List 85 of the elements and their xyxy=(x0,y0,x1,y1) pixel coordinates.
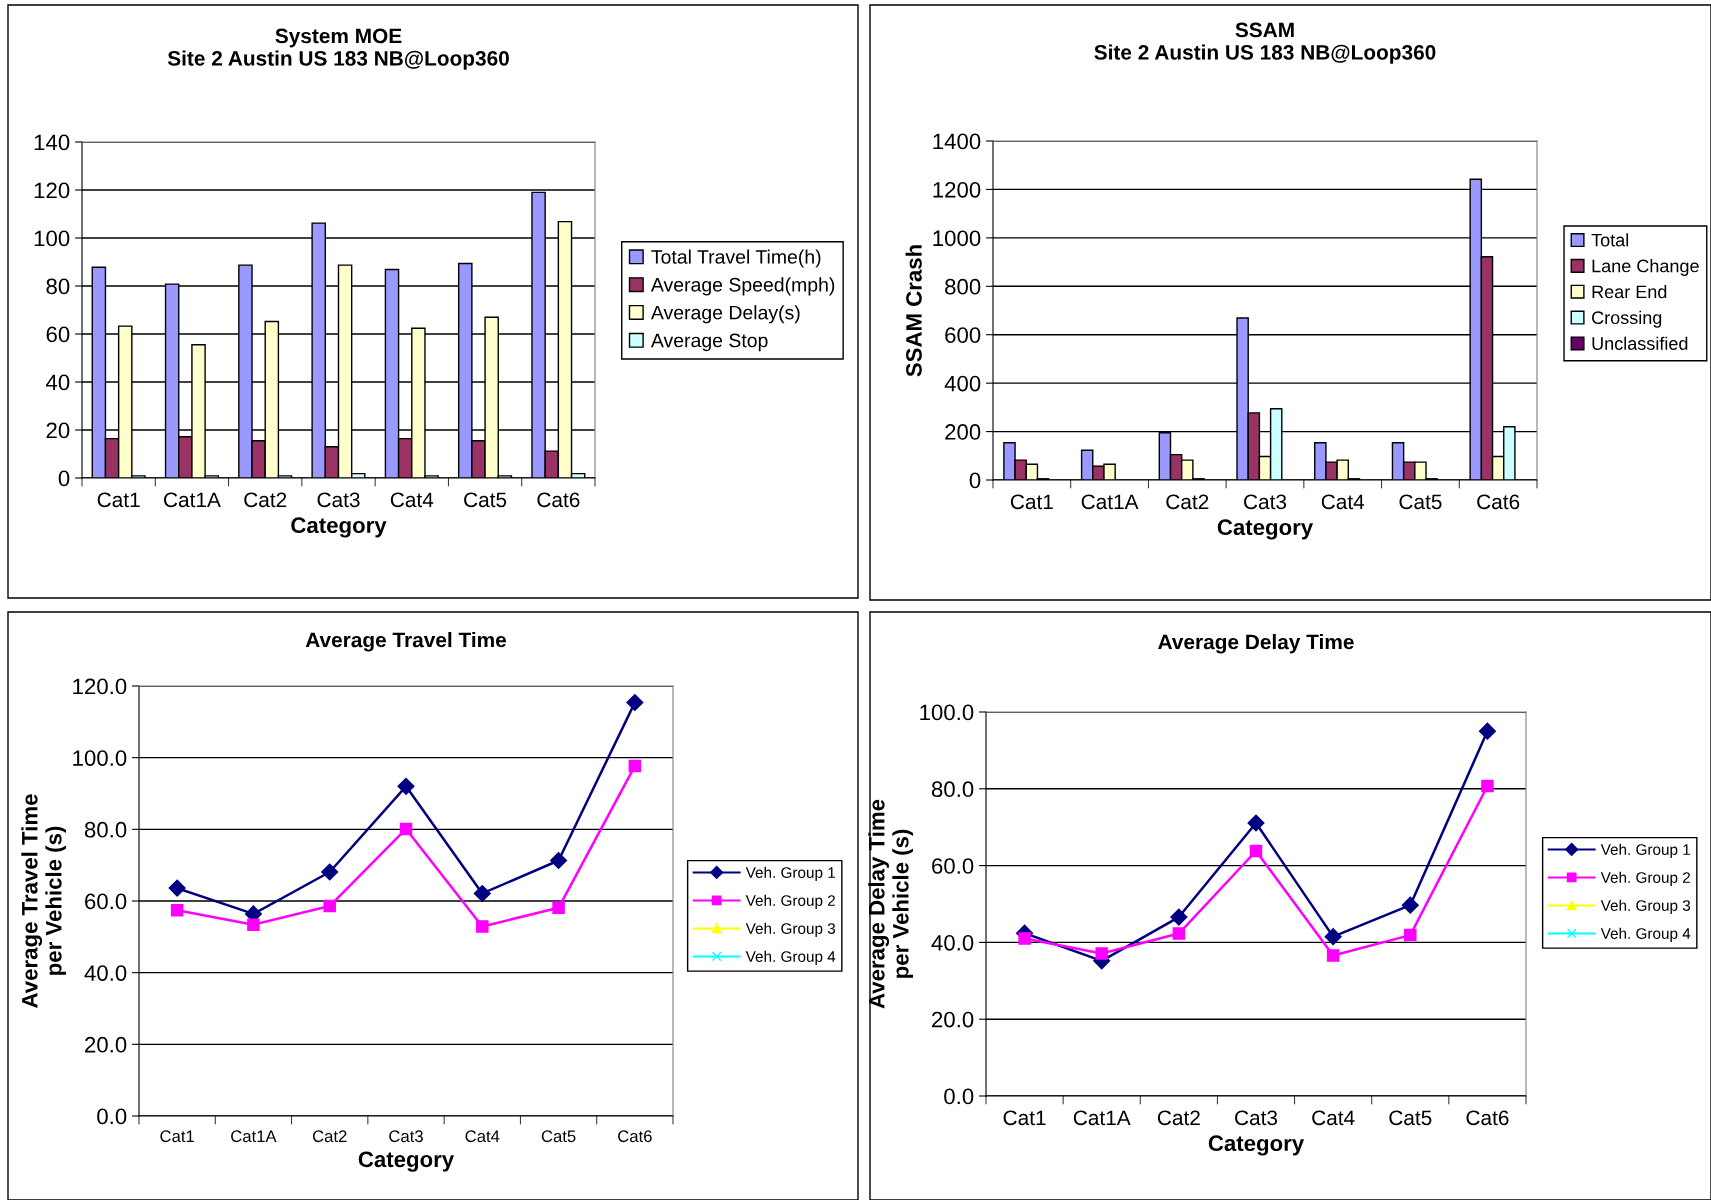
y-tick-label: 80.0 xyxy=(84,821,127,838)
x-tick-label: Cat3 xyxy=(317,492,360,508)
x-tick-label: Cat1A xyxy=(1081,494,1139,510)
y-tick-label: 0.0 xyxy=(97,1108,127,1125)
x-tick-label: Cat1 xyxy=(1003,1110,1046,1126)
y-tick-label: 0 xyxy=(969,472,981,489)
legend-label: Veh. Group 4 xyxy=(1600,927,1691,942)
y-tick-label: 20.0 xyxy=(85,1036,127,1053)
y-tick-label: 120.0 xyxy=(73,678,127,695)
chart-title: System MOE Site 2 Austin US 183 NB@Loop360 xyxy=(167,28,509,70)
legend-label: Veh. Group 3 xyxy=(1600,899,1691,914)
x-tick-label: Cat3 xyxy=(1244,494,1287,510)
y-tick-label: 40.0 xyxy=(931,934,974,951)
x-tick-label: Cat6 xyxy=(1477,494,1520,510)
x-tick-label: Cat2 xyxy=(1157,1110,1200,1126)
legend-label: Veh. Group 3 xyxy=(745,922,836,937)
y-tick-label: 600 xyxy=(945,327,981,343)
y-axis-title: Average Delay Time per Vehicle (s) xyxy=(868,799,914,1009)
legend-label: Veh. Group 1 xyxy=(745,866,835,881)
x-tick-label: Cat5 xyxy=(464,492,507,508)
legend-label: Veh. Group 2 xyxy=(1600,871,1690,886)
y-tick-label: 1200 xyxy=(933,181,981,198)
x-axis-title: Category xyxy=(1208,1135,1305,1156)
chart-title: SSAM Site 2 Austin US 183 NB@Loop360 xyxy=(1094,22,1436,64)
y-tick-label: 140 xyxy=(34,134,70,151)
x-tick-label: Cat6 xyxy=(618,1130,652,1143)
legend-label: Average Speed(mph) xyxy=(650,277,835,296)
x-tick-label: Cat5 xyxy=(541,1130,576,1143)
y-tick-label: 200 xyxy=(945,424,981,440)
x-tick-label: Cat1A xyxy=(1073,1110,1131,1126)
y-tick-label: 60.0 xyxy=(85,893,127,910)
x-tick-label: Cat1A xyxy=(231,1130,277,1143)
legend-label: Total xyxy=(1591,233,1629,247)
y-tick-label: 100.0 xyxy=(920,704,974,721)
y-tick-label: 0 xyxy=(58,470,70,487)
x-tick-label: Cat5 xyxy=(1399,494,1442,510)
x-axis-title: Category xyxy=(1217,519,1314,540)
y-tick-label: 40.0 xyxy=(84,965,127,981)
x-tick-label: Cat4 xyxy=(1312,1110,1355,1126)
x-axis-title: Category xyxy=(291,517,387,538)
y-tick-label: 400 xyxy=(944,375,981,392)
x-tick-label: Cat2 xyxy=(244,492,287,508)
legend-label: Rear End xyxy=(1592,284,1667,299)
x-tick-label: Cat4 xyxy=(465,1130,500,1143)
legend-label: Average Delay(s) xyxy=(650,305,800,324)
x-tick-label: Cat5 xyxy=(1389,1110,1432,1126)
chart-title: Average Travel Time xyxy=(305,632,507,652)
y-tick-label: 60.0 xyxy=(932,858,974,874)
x-tick-label: Cat3 xyxy=(1235,1110,1278,1126)
y-tick-label: 60 xyxy=(46,326,70,343)
y-tick-label: 100 xyxy=(34,230,70,247)
legend-label: Veh. Group 2 xyxy=(745,894,835,909)
y-tick-label: 20 xyxy=(46,422,70,439)
legend-label: Unclassified xyxy=(1592,336,1688,350)
y-tick-label: 1000 xyxy=(933,230,981,247)
x-tick-label: Cat6 xyxy=(1466,1110,1509,1126)
y-tick-label: 800 xyxy=(945,278,981,295)
x-tick-label: Cat1A xyxy=(164,492,221,508)
legend-label: Average Stop xyxy=(650,333,768,352)
y-tick-label: 100.0 xyxy=(73,750,127,766)
x-tick-label: Cat2 xyxy=(312,1130,347,1143)
legend-label: Veh. Group 1 xyxy=(1600,843,1690,858)
x-tick-label: Cat1 xyxy=(1010,494,1053,510)
legend-label: Veh. Group 4 xyxy=(745,950,836,965)
x-tick-label: Cat4 xyxy=(1321,494,1365,510)
x-tick-label: Cat1 xyxy=(160,1130,194,1143)
x-tick-label: Cat2 xyxy=(1166,494,1209,510)
y-tick-label: 0.0 xyxy=(944,1088,974,1105)
x-tick-label: Cat3 xyxy=(389,1130,423,1143)
x-tick-label: Cat6 xyxy=(537,492,580,508)
y-axis-title: Average Travel Time per Vehicle (s) xyxy=(21,794,67,1008)
x-axis-title: Category xyxy=(358,1151,455,1172)
y-tick-label: 40 xyxy=(45,374,70,391)
legend-label: Total Travel Time(h) xyxy=(651,249,821,268)
y-tick-label: 1400 xyxy=(933,133,981,150)
y-tick-label: 20.0 xyxy=(932,1011,974,1028)
y-tick-label: 80 xyxy=(46,278,70,295)
y-tick-label: 80.0 xyxy=(931,781,974,798)
chart-title: Average Delay Time xyxy=(1158,634,1354,654)
y-axis-title: SSAM Crash xyxy=(905,245,922,377)
x-tick-label: Cat4 xyxy=(390,492,434,508)
y-tick-label: 120 xyxy=(34,182,70,199)
x-tick-label: Cat1 xyxy=(97,492,140,508)
legend-label: Crossing xyxy=(1592,310,1662,328)
legend-label: Lane Change xyxy=(1592,259,1699,276)
